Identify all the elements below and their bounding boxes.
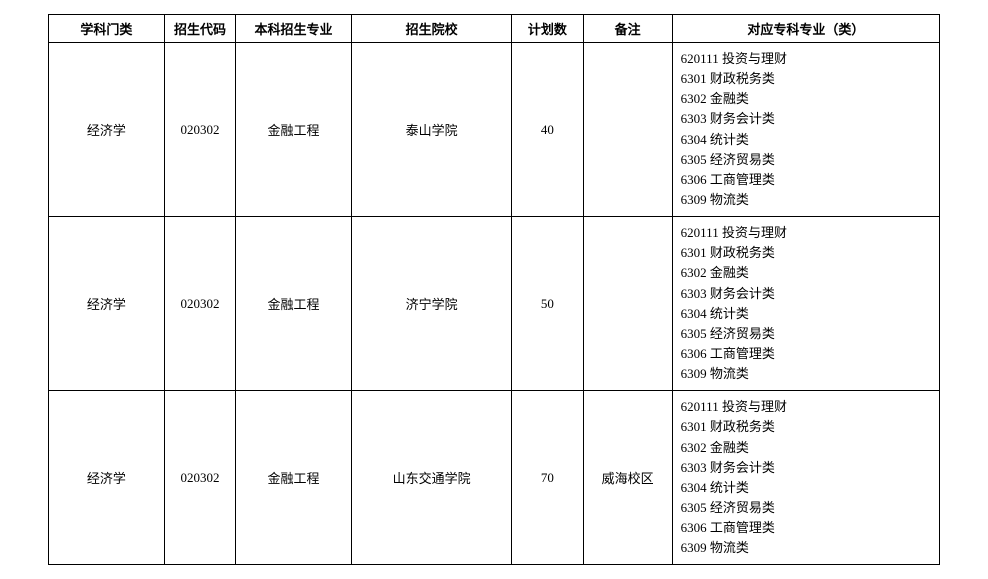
corresponding-item: 620111 投资与理财: [681, 49, 931, 69]
cell-major: 金融工程: [236, 43, 352, 217]
cell-school: 泰山学院: [351, 43, 511, 217]
cell-plan: 70: [512, 391, 583, 565]
corresponding-item: 620111 投资与理财: [681, 223, 931, 243]
cell-school: 山东交通学院: [351, 391, 511, 565]
header-subject: 学科门类: [49, 15, 165, 43]
table-row: 经济学020302金融工程泰山学院40 620111 投资与理财6301 财政税务…: [49, 43, 940, 217]
corresponding-item: 6302 金融类: [681, 263, 931, 283]
corresponding-item: 6304 统计类: [681, 478, 931, 498]
cell-remark: [583, 217, 672, 391]
header-corresponding: 对应专科专业（类）: [672, 15, 939, 43]
cell-plan: 40: [512, 43, 583, 217]
cell-remark: 威海校区: [583, 391, 672, 565]
header-major: 本科招生专业: [236, 15, 352, 43]
cell-remark: [583, 43, 672, 217]
corresponding-item: 6305 经济贸易类: [681, 324, 931, 344]
corresponding-item: 6309 物流类: [681, 364, 931, 384]
table-row: 经济学020302金融工程济宁学院50 620111 投资与理财6301 财政税务…: [49, 217, 940, 391]
cell-school: 济宁学院: [351, 217, 511, 391]
table-body: 经济学020302金融工程泰山学院40620111 投资与理财6301 财政税务…: [49, 43, 940, 565]
cell-subject: 经济学: [49, 217, 165, 391]
corresponding-item: 6301 财政税务类: [681, 69, 931, 89]
corresponding-item: 6305 经济贸易类: [681, 150, 931, 170]
corresponding-item: 6309 物流类: [681, 538, 931, 558]
corresponding-item: 6305 经济贸易类: [681, 498, 931, 518]
cell-subject: 经济学: [49, 43, 165, 217]
cell-corresponding: 620111 投资与理财6301 财政税务类6302 金融类6303 财务会计类…: [672, 43, 939, 217]
corresponding-item: 6309 物流类: [681, 190, 931, 210]
corresponding-item: 620111 投资与理财: [681, 397, 931, 417]
cell-code: 020302: [164, 43, 235, 217]
table-header-row: 学科门类 招生代码 本科招生专业 招生院校 计划数 备注 对应专科专业（类）: [49, 15, 940, 43]
corresponding-item: 6303 财务会计类: [681, 284, 931, 304]
admissions-table: 学科门类 招生代码 本科招生专业 招生院校 计划数 备注 对应专科专业（类） 经…: [48, 14, 940, 565]
corresponding-item: 6302 金融类: [681, 438, 931, 458]
corresponding-item: 6306 工商管理类: [681, 344, 931, 364]
corresponding-item: 6303 财务会计类: [681, 458, 931, 478]
cell-plan: 50: [512, 217, 583, 391]
cell-corresponding: 620111 投资与理财6301 财政税务类6302 金融类6303 财务会计类…: [672, 217, 939, 391]
cell-subject: 经济学: [49, 391, 165, 565]
corresponding-item: 6304 统计类: [681, 130, 931, 150]
header-school: 招生院校: [351, 15, 511, 43]
corresponding-item: 6302 金融类: [681, 89, 931, 109]
cell-code: 020302: [164, 391, 235, 565]
table-row: 经济学020302金融工程山东交通学院70威海校区620111 投资与理财630…: [49, 391, 940, 565]
corresponding-item: 6306 工商管理类: [681, 170, 931, 190]
header-plan: 计划数: [512, 15, 583, 43]
cell-major: 金融工程: [236, 217, 352, 391]
header-remark: 备注: [583, 15, 672, 43]
cell-major: 金融工程: [236, 391, 352, 565]
corresponding-item: 6301 财政税务类: [681, 417, 931, 437]
corresponding-item: 6301 财政税务类: [681, 243, 931, 263]
cell-code: 020302: [164, 217, 235, 391]
cell-corresponding: 620111 投资与理财6301 财政税务类6302 金融类6303 财务会计类…: [672, 391, 939, 565]
corresponding-item: 6306 工商管理类: [681, 518, 931, 538]
corresponding-item: 6304 统计类: [681, 304, 931, 324]
corresponding-item: 6303 财务会计类: [681, 109, 931, 129]
header-code: 招生代码: [164, 15, 235, 43]
